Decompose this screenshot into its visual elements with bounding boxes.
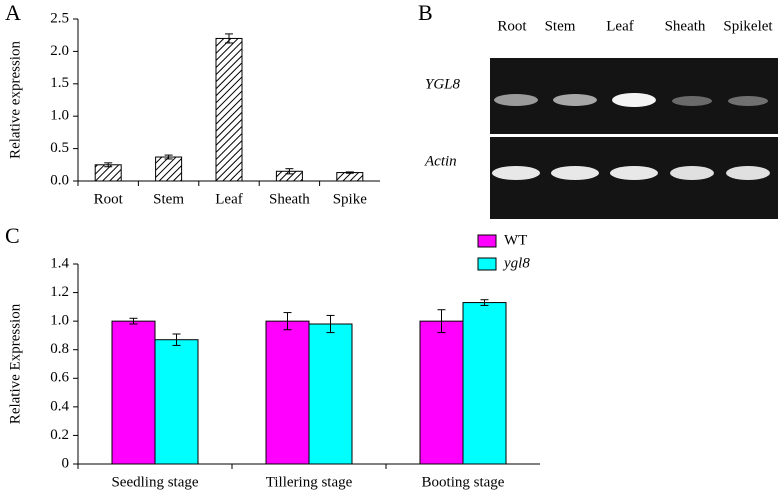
lane-label: Stem xyxy=(545,18,576,34)
error-bar xyxy=(345,171,354,174)
gel-band xyxy=(551,166,599,180)
legend-swatch xyxy=(477,257,497,271)
error-bar xyxy=(283,312,292,331)
panel-label: C xyxy=(5,223,20,248)
gel-band xyxy=(726,166,770,180)
lane-label: Root xyxy=(497,18,527,34)
bar xyxy=(155,156,183,182)
legend-swatch xyxy=(477,234,497,248)
gel-band xyxy=(670,166,714,180)
y-tick-label: 1.2 xyxy=(50,284,69,300)
error-bar xyxy=(164,154,173,160)
panel-label: A xyxy=(5,0,21,25)
bar xyxy=(265,320,310,465)
legend-label: WT xyxy=(504,232,527,248)
y-tick-label: 1.0 xyxy=(50,313,69,329)
y-tick-label: 0.6 xyxy=(50,370,69,386)
bar xyxy=(154,339,199,465)
y-tick-label: 2.0 xyxy=(50,43,69,59)
x-tick-label: Sheath xyxy=(269,191,310,207)
y-tick-label: 0.0 xyxy=(50,172,69,188)
gel-band xyxy=(610,166,658,180)
error-bar xyxy=(480,299,489,306)
gel-band xyxy=(612,93,656,107)
y-tick-label: 2.5 xyxy=(50,10,69,26)
y-axis-label: Relative expression xyxy=(7,41,23,159)
lane-label: Sheath xyxy=(665,18,706,34)
gel-panel: B xyxy=(418,0,778,219)
gel-band xyxy=(728,96,768,106)
x-tick-label: Seedling stage xyxy=(111,474,198,490)
y-tick-label: 0 xyxy=(62,455,70,471)
x-tick-label: Spike xyxy=(333,191,368,207)
x-tick-label: Tillering stage xyxy=(266,474,353,490)
y-tick-label: 1.0 xyxy=(50,108,69,124)
y-tick-label: 0.2 xyxy=(50,427,69,443)
x-tick-label: Root xyxy=(94,191,124,207)
lane-label: Leaf xyxy=(606,18,633,34)
row-label: YGL8 xyxy=(425,76,461,92)
bar xyxy=(419,320,464,465)
y-tick-label: 0.5 xyxy=(50,140,69,156)
y-tick-label: 1.4 xyxy=(50,255,69,271)
bar xyxy=(111,320,156,465)
error-bar xyxy=(285,168,294,175)
error-bar xyxy=(172,333,181,346)
error-bar xyxy=(104,162,113,168)
x-tick-label: Leaf xyxy=(215,191,242,207)
error-bar xyxy=(326,314,335,334)
error-bar xyxy=(437,309,446,334)
gel-band xyxy=(492,166,540,180)
y-axis-label: Relative Expression xyxy=(7,303,23,424)
row-label: Actin xyxy=(424,153,457,169)
gel-band xyxy=(672,96,712,106)
error-bar xyxy=(225,33,233,44)
gel-band xyxy=(553,94,597,106)
bar xyxy=(308,323,353,465)
error-bar xyxy=(129,317,138,325)
y-tick-label: 1.5 xyxy=(50,75,69,91)
legend-label: ygl8 xyxy=(502,255,530,271)
lane-label: Spikelet xyxy=(723,18,773,34)
y-tick-label: 0.4 xyxy=(50,398,69,414)
bar xyxy=(215,37,243,182)
bar xyxy=(462,302,507,465)
x-tick-label: Booting stage xyxy=(422,474,505,490)
panel-label: B xyxy=(418,0,433,25)
gel-band xyxy=(494,94,538,106)
x-tick-label: Stem xyxy=(153,191,184,207)
bar xyxy=(336,172,364,182)
y-tick-label: 0.8 xyxy=(50,341,69,357)
